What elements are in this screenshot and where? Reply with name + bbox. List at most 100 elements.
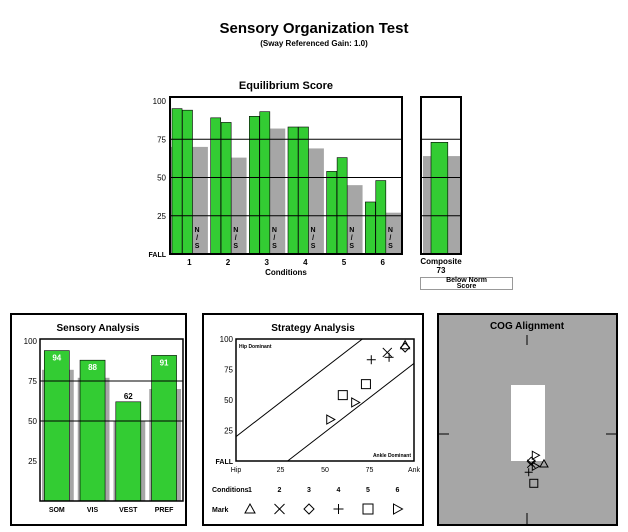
strategy-point-plus <box>384 352 394 362</box>
y-tick-label: 75 <box>224 366 233 375</box>
hip-dominant-label: Hip Dominant <box>239 344 272 350</box>
cog-point-x <box>526 459 536 469</box>
hip-boundary-line <box>235 338 363 437</box>
legend-mark-diamond <box>303 503 315 515</box>
trial-bar <box>298 126 309 255</box>
ns-label: S <box>388 243 393 250</box>
x-tick-label: SOM <box>49 507 65 514</box>
x-tick-label: VIS <box>87 507 99 514</box>
cog-point-triangle-up <box>539 458 549 468</box>
y-tick-label: 50 <box>157 174 166 183</box>
trial-bar <box>375 180 387 255</box>
trial-bar <box>182 109 193 255</box>
ns-label: / <box>312 235 314 242</box>
plot-frame <box>235 338 415 462</box>
legend-condition: 4 <box>337 487 341 494</box>
ns-label: S <box>233 243 238 250</box>
cog-point-plus <box>524 468 533 477</box>
x-tick-label: 4 <box>303 258 308 267</box>
x-tick-label: PREF <box>155 507 174 514</box>
strategy-analysis-panel: Strategy Analysis 100 75 50 25 FALL Hip 25 50 75 A… <box>202 313 424 526</box>
y-tick-label: 75 <box>157 135 166 144</box>
norm-bar <box>191 146 208 254</box>
x-tick-label: 75 <box>366 467 374 474</box>
y-tick-label: 75 <box>28 377 37 386</box>
ns-label: / <box>351 235 353 242</box>
composite-value: 73 <box>437 266 446 275</box>
x-tick-label: VEST <box>119 507 138 514</box>
chart-title: Equilibrium Score <box>239 80 333 92</box>
chart-title: Strategy Analysis <box>271 323 355 334</box>
x-tick-label: 2 <box>226 258 231 267</box>
plot-frame <box>39 338 184 502</box>
cog-alignment-chart: COG Alignment <box>439 321 616 524</box>
composite-norm-bar <box>423 156 431 254</box>
ns-label: S <box>195 243 200 250</box>
ns-label: / <box>196 235 198 242</box>
ns-label: S <box>349 243 354 250</box>
plot-frame <box>420 96 462 255</box>
ns-label: N <box>272 227 277 234</box>
trial-bar <box>365 201 376 255</box>
cog-point-diamond <box>526 456 536 466</box>
legend-condition: 6 <box>396 487 400 494</box>
strategy-point-triangle-right <box>351 397 361 408</box>
ankle-dominant-label: Ankle Dominant <box>373 453 411 459</box>
y-tick-label: 25 <box>224 427 233 436</box>
legend-mark-x <box>274 503 285 515</box>
ns-label: / <box>273 235 275 242</box>
y-tick-label: 100 <box>153 97 167 106</box>
trial-bar <box>326 171 338 255</box>
composite-label: Composite <box>420 257 462 266</box>
score-label: 91 <box>160 358 169 367</box>
cog-point-triangle-right <box>531 450 541 461</box>
score-bar <box>115 401 142 502</box>
legend-condition: 3 <box>307 487 311 494</box>
score-label: 88 <box>88 363 97 372</box>
chart-title: COG Alignment <box>490 321 565 332</box>
score-label: 62 <box>124 392 133 401</box>
norm-bar <box>307 148 324 254</box>
y-tick-label: 100 <box>24 337 38 346</box>
ankle-boundary-line <box>287 363 415 462</box>
strategy-point-diamond <box>399 342 411 353</box>
composite-bar <box>430 142 449 255</box>
ns-label: N <box>349 227 354 234</box>
ns-label: N <box>311 227 316 234</box>
ns-label: N <box>233 227 238 234</box>
score-bar <box>151 355 177 502</box>
strategy-point-x <box>382 347 393 358</box>
score-label: 94 <box>52 354 61 363</box>
legend-mark-triangle-up <box>244 502 256 514</box>
strategy-point-square <box>360 379 371 390</box>
y-tick-label: 100 <box>220 335 234 344</box>
plot-frame <box>169 96 403 255</box>
ns-label: N <box>388 227 393 234</box>
y-tick-label: 50 <box>224 396 233 405</box>
trial-bar <box>220 122 232 255</box>
chart-title: Sensory Analysis <box>56 323 139 334</box>
page-subtitle: (Sway Referenced Gain: 1.0) <box>260 39 368 48</box>
x-tick-label: 3 <box>264 258 269 267</box>
sensory-analysis-chart: Sensory Analysis 100 75 50 25 94 SOM 88 VIS 62 VES… <box>24 323 184 514</box>
y-tick-label: 25 <box>28 457 37 466</box>
x-tick-label: 50 <box>321 467 329 474</box>
ns-label: / <box>389 235 391 242</box>
x-tick-label: 6 <box>380 258 385 267</box>
conditions-label: Conditions <box>212 487 249 494</box>
mark-label: Mark <box>212 507 228 514</box>
trial-bar <box>171 108 183 255</box>
norm-bar <box>384 212 402 254</box>
legend-mark-square <box>362 503 374 515</box>
sensory-analysis-panel: Sensory Analysis 100 75 50 25 94 SOM 88 VIS 62 VES… <box>10 313 187 526</box>
ns-label: N <box>195 227 200 234</box>
norm-bar <box>268 128 286 254</box>
norm-bar <box>346 185 363 254</box>
strategy-point-plus <box>366 355 376 365</box>
ns-label: S <box>311 243 316 250</box>
y-tick-label: 50 <box>28 417 37 426</box>
x-tick-label: Ank <box>408 467 421 474</box>
strategy-point-triangle-right <box>326 414 336 425</box>
